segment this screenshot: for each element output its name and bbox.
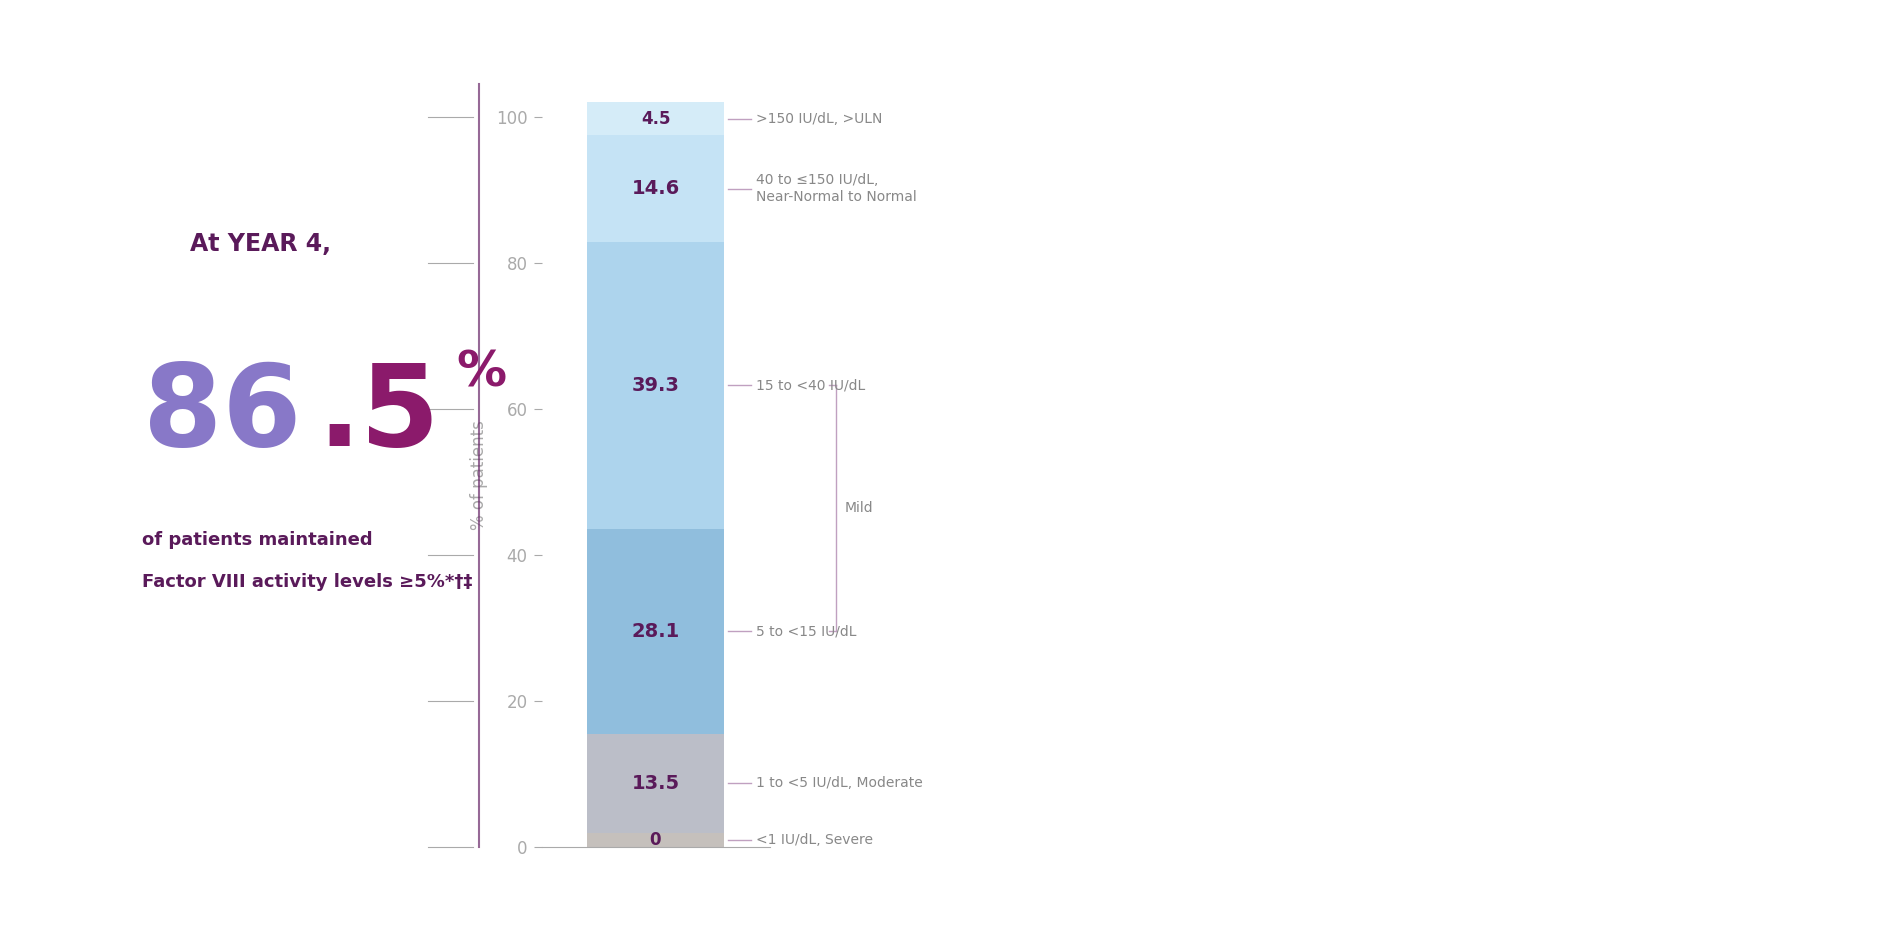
Text: 28.1: 28.1 <box>631 622 680 641</box>
Text: 39.3: 39.3 <box>631 376 680 395</box>
Text: >150 IU/dL, >ULN: >150 IU/dL, >ULN <box>756 112 882 126</box>
Bar <box>587 734 724 832</box>
Text: At YEAR 4,: At YEAR 4, <box>190 233 331 256</box>
Text: 13.5: 13.5 <box>631 774 680 793</box>
Text: of patients maintained: of patients maintained <box>142 531 372 548</box>
Text: 0: 0 <box>650 830 661 849</box>
Y-axis label: % of patients: % of patients <box>469 420 488 530</box>
Bar <box>587 102 724 135</box>
Text: <1 IU/dL, Severe: <1 IU/dL, Severe <box>756 833 872 847</box>
Bar <box>587 242 724 529</box>
Text: 1 to <5 IU/dL, Moderate: 1 to <5 IU/dL, Moderate <box>756 776 923 790</box>
Text: Factor VIII activity levels ≥5%*†‡: Factor VIII activity levels ≥5%*†‡ <box>142 573 473 590</box>
Text: 4.5: 4.5 <box>640 110 671 128</box>
Bar <box>587 529 724 734</box>
Text: Mild: Mild <box>846 502 874 516</box>
Text: 15 to <40 IU/dL: 15 to <40 IU/dL <box>756 378 864 392</box>
Text: 5 to <15 IU/dL: 5 to <15 IU/dL <box>756 625 857 639</box>
Bar <box>587 135 724 242</box>
Text: 86: 86 <box>142 358 300 470</box>
Text: 14.6: 14.6 <box>631 179 680 198</box>
Text: %: % <box>456 348 505 397</box>
Bar <box>587 832 724 847</box>
Text: 40 to ≤150 IU/dL,
Near-Normal to Normal: 40 to ≤150 IU/dL, Near-Normal to Normal <box>756 173 916 204</box>
Text: .5: .5 <box>317 358 439 470</box>
